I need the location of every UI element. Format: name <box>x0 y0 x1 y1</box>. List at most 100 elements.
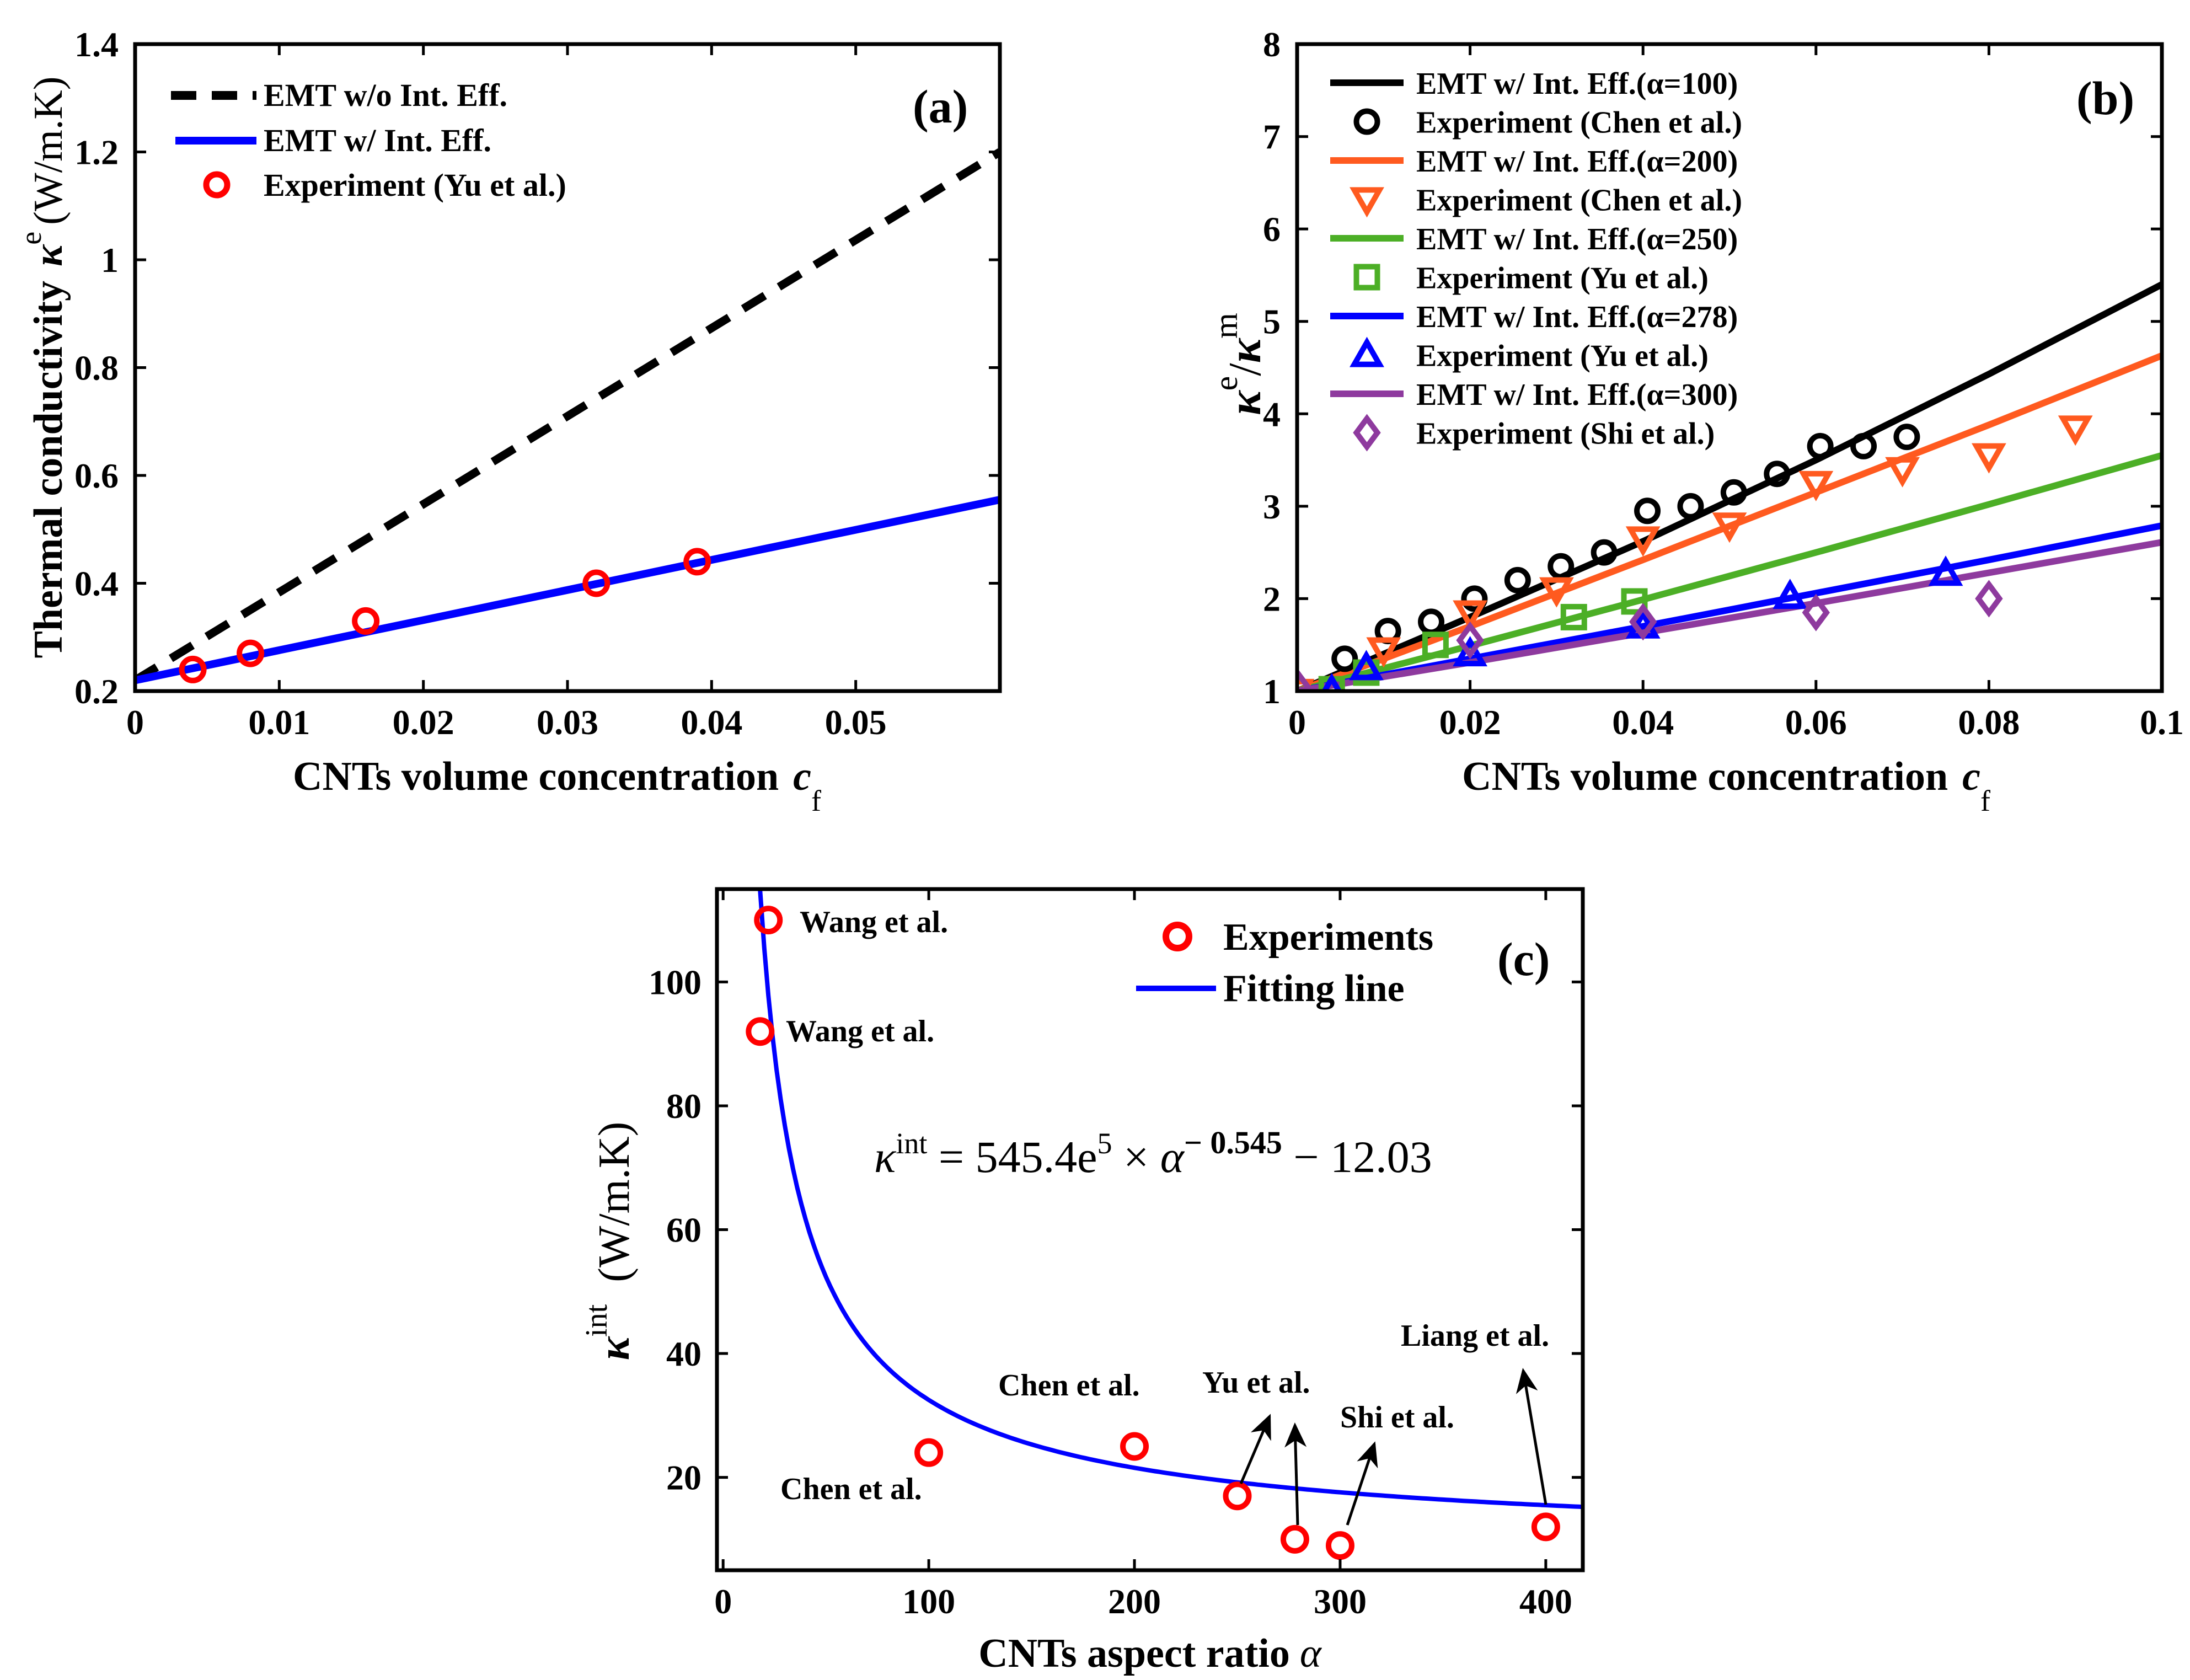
y-tick-label: 1.4 <box>74 25 119 64</box>
arrow-yu-1 <box>1239 1414 1271 1484</box>
fit-equation: κint = 545.4e5 × α− 0.545 − 12.03 <box>874 1125 1432 1182</box>
panel-a: 0 0.01 0.02 0.03 0.04 0.05 0.2 0.4 0.6 0.8 1 1.2 1.4… <box>14 25 1002 817</box>
y-tick-label: 1 <box>101 240 119 280</box>
x-tick-label: 100 <box>902 1582 955 1621</box>
y-tick-label: 3 <box>1263 487 1281 526</box>
legend-b-label: EMT w/ Int. Eff.(α=250) <box>1416 222 1738 256</box>
anno-wang-2: Wang et al. <box>786 1014 934 1048</box>
experiment-point <box>746 1017 775 1046</box>
panel-b-ticks: 0 0.02 0.04 0.06 0.08 0.1 1 2 3 4 5 6 7 8 <box>1263 25 2184 742</box>
x-tick-label: 0.02 <box>393 703 454 742</box>
panel-b-plot-area <box>1297 281 2164 691</box>
data-point-circle <box>1634 497 1661 525</box>
data-point-yu <box>352 607 380 635</box>
anno-liang: Liang et al. <box>1401 1319 1549 1353</box>
data-point-triangle-down <box>1625 526 1661 557</box>
data-point-square <box>1621 588 1648 615</box>
legend-c-label-0: Experiments <box>1223 916 1433 959</box>
x-tick-label: 0 <box>126 703 144 742</box>
legend-b-marker <box>1353 264 1380 291</box>
legend-b-label: EMT w/ Int. Eff.(α=300) <box>1416 378 1738 412</box>
data-point-circle <box>1764 461 1791 488</box>
y-tick-label: 0.6 <box>74 456 119 495</box>
data-point-triangle-down <box>1798 470 1834 501</box>
data-point-yu <box>179 655 207 683</box>
x-tick-label: 300 <box>1314 1582 1367 1621</box>
y-tick-label: 80 <box>666 1087 702 1126</box>
y-tick-label: 20 <box>666 1458 702 1497</box>
series-line <box>1297 352 2164 691</box>
x-tick-label: 0.04 <box>1612 703 1674 742</box>
data-point-triangle-up <box>1349 650 1384 681</box>
legend-a-label-1: EMT w/ Int. Eff. <box>264 122 491 158</box>
data-point-circle <box>1893 424 1920 451</box>
data-point-circle <box>1807 432 1834 459</box>
data-point-triangle-down <box>1453 600 1488 631</box>
y-tick-label: 100 <box>649 962 702 1002</box>
data-point-circle <box>1850 432 1877 459</box>
y-tick-label: 5 <box>1263 302 1281 341</box>
x-tick-label: 0.06 <box>1785 703 1847 742</box>
panel-b-label: (b) <box>2076 72 2134 125</box>
legend-b-label: Experiment (Yu et al.) <box>1416 339 1709 373</box>
data-point-yu <box>582 569 611 597</box>
y-tick-label: 40 <box>666 1334 702 1373</box>
legend-c-circle-marker <box>1163 922 1192 951</box>
y-tick-label: 0.4 <box>74 564 119 603</box>
arrow-shi <box>1346 1441 1378 1526</box>
legend-b-marker <box>1353 414 1381 452</box>
panel-c-ylabel: κint(W/m.K) <box>580 1122 639 1361</box>
panel-c: 0 100 200 300 400 20 40 60 80 100 Experiments Fit… <box>580 887 1585 1676</box>
x-tick-label: 0.01 <box>248 703 310 742</box>
data-point-yu <box>683 548 711 576</box>
panel-a-xlabel: CNTs volume concentration cf <box>293 754 821 817</box>
arrow-liang <box>1516 1368 1548 1505</box>
series-line-emt-without-int <box>135 148 1000 684</box>
x-tick-label: 0.04 <box>681 703 742 742</box>
legend-b-label: Experiment (Yu et al.) <box>1416 261 1709 296</box>
experiment-point <box>754 906 783 935</box>
data-point-triangle-down <box>1712 512 1747 543</box>
data-point-triangle-down <box>1366 637 1401 668</box>
legend-b-label: EMT w/ Int. Eff.(α=200) <box>1416 145 1738 179</box>
legend-b-marker <box>1353 108 1380 135</box>
panel-a-legend: EMT w/o Int. Eff. EMT w/ Int. Eff. Exper… <box>171 77 566 203</box>
panel-b-axes-frame <box>1295 42 2164 693</box>
x-tick-label: 400 <box>1519 1582 1572 1621</box>
panel-c-annotations: Wang et al. Wang et al. Chen et al. Chen… <box>780 905 1549 1506</box>
x-tick-label: 0.02 <box>1439 703 1501 742</box>
y-tick-label: 8 <box>1263 25 1281 64</box>
anno-chen-2: Chen et al. <box>998 1368 1140 1403</box>
legend-b-label: Experiment (Chen et al.) <box>1416 106 1742 140</box>
panel-c-series <box>746 889 1583 1560</box>
y-tick-label: 60 <box>666 1211 702 1250</box>
panel-c-legend: Experiments Fitting line <box>1136 916 1433 1010</box>
data-point-circle <box>1504 566 1531 593</box>
panel-c-axes-frame <box>715 887 1585 1572</box>
data-point-circle <box>1461 585 1488 612</box>
data-point-circle <box>1418 608 1445 635</box>
x-tick-label: 0.03 <box>537 703 598 742</box>
data-point-diamond <box>1975 580 2003 618</box>
y-tick-label: 2 <box>1263 579 1281 618</box>
experiment-point <box>1325 1531 1354 1560</box>
data-point-circle <box>1720 479 1747 506</box>
data-point-square <box>1422 632 1449 659</box>
data-point-yu <box>237 639 265 667</box>
panel-a-label: (a) <box>913 80 968 133</box>
panel-c-ticks: 0 100 200 300 400 20 40 60 80 100 <box>649 889 1583 1621</box>
data-point-triangle-down <box>1885 457 1920 488</box>
data-point-triangle-down <box>1971 443 2006 474</box>
panel-c-plot-area <box>746 889 1583 1560</box>
x-tick-label: 0.08 <box>1958 703 2020 742</box>
experiment-point <box>914 1438 944 1467</box>
data-point-diamond <box>1629 603 1657 641</box>
y-tick-label: 7 <box>1263 117 1281 157</box>
experiment-point <box>1280 1524 1309 1554</box>
y-tick-label: 4 <box>1263 394 1281 434</box>
series-line <box>1297 539 2163 691</box>
data-point-triangle-up <box>1453 636 1488 667</box>
x-tick-label: 0.05 <box>825 703 887 742</box>
data-point-triangle-down <box>2058 415 2093 446</box>
